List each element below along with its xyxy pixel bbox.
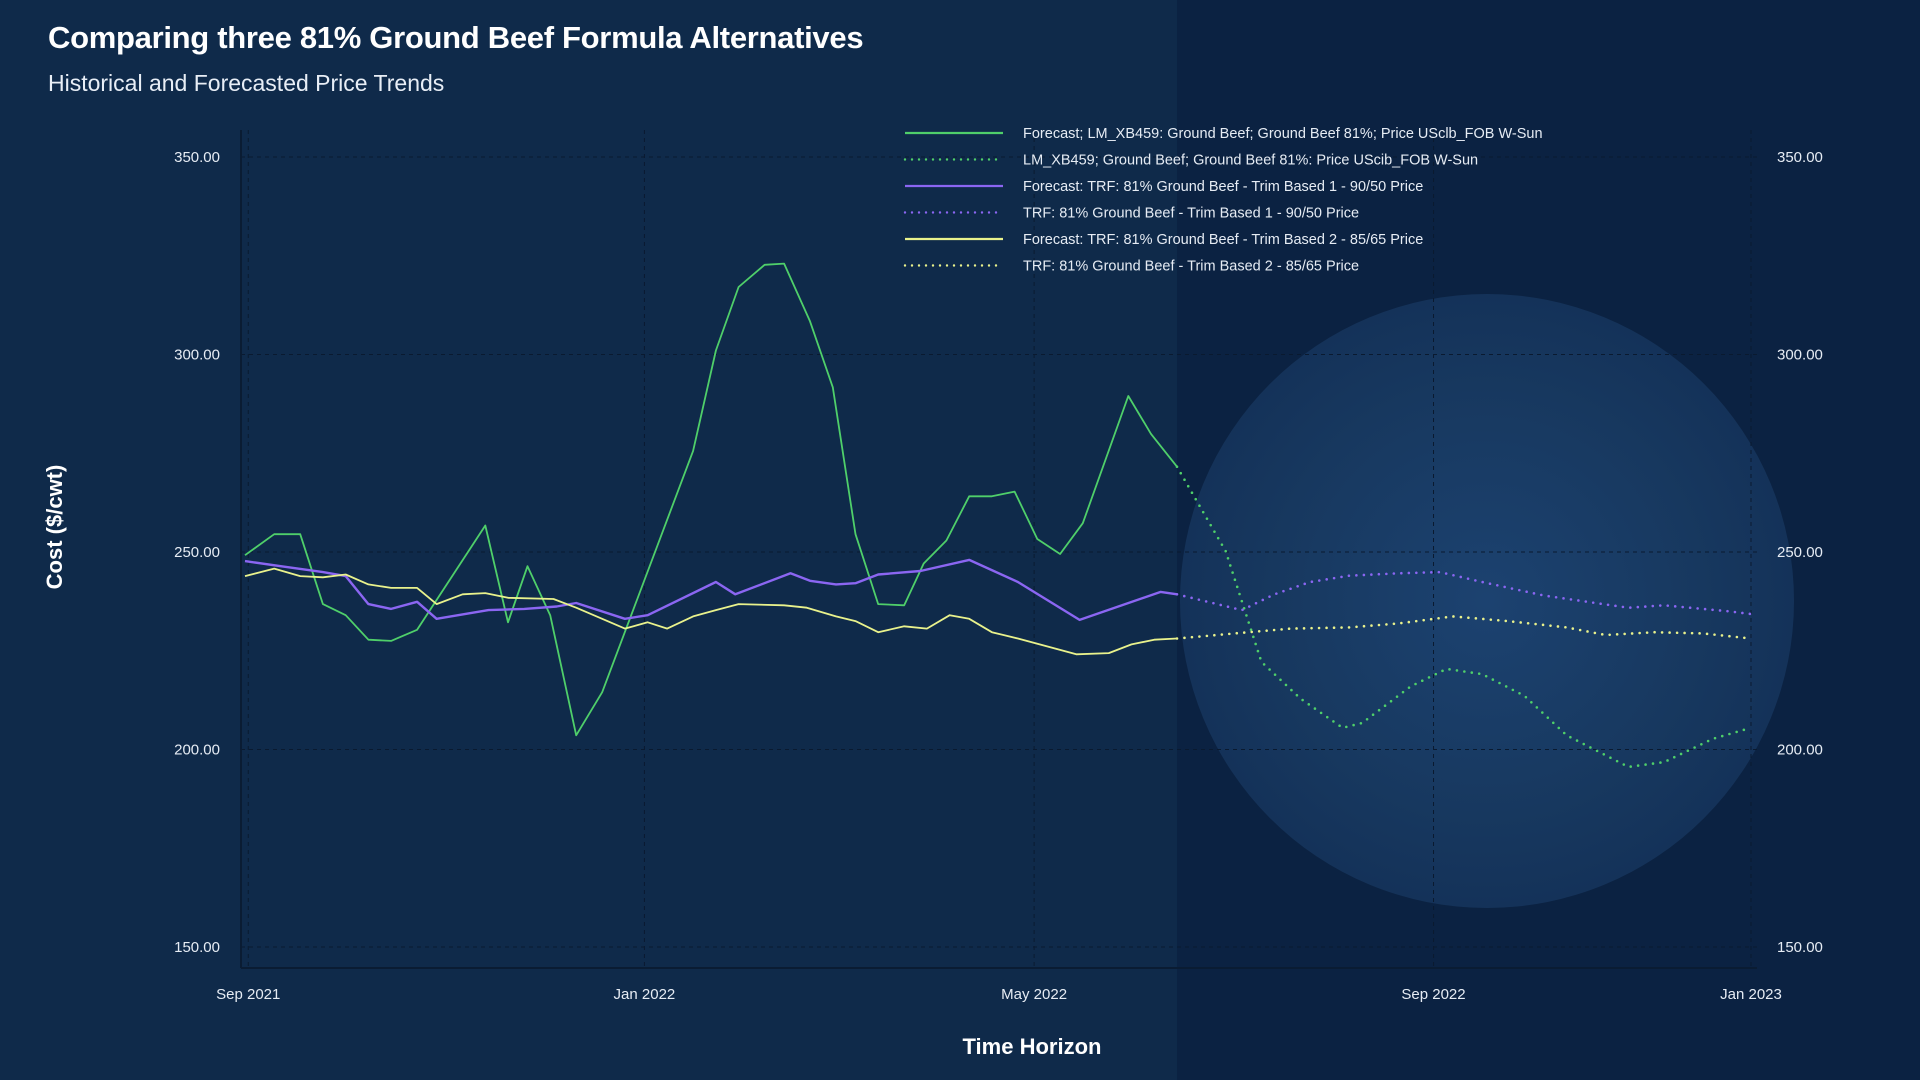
y-tick-label-right: 200.00 bbox=[1777, 742, 1823, 759]
series-line-2 bbox=[1175, 465, 1753, 769]
x-axis-title: Time Horizon bbox=[963, 1034, 1102, 1059]
x-tick-label: Jan 2022 bbox=[614, 986, 676, 1003]
y-tick-label-right: 150.00 bbox=[1777, 939, 1823, 956]
legend-label-6: TRF: 81% Ground Beef - Trim Based 2 - 85… bbox=[1023, 259, 1359, 275]
forecast-highlight-circle bbox=[1180, 294, 1794, 908]
y-tick-label-right: 350.00 bbox=[1777, 149, 1823, 166]
x-tick-label: May 2022 bbox=[1001, 986, 1067, 1003]
legend-label-4: TRF: 81% Ground Beef - Trim Based 1 - 90… bbox=[1023, 206, 1359, 222]
legend: Forecast; LM_XB459: Ground Beef; Ground … bbox=[903, 126, 1543, 275]
y-tick-label-left: 250.00 bbox=[174, 544, 220, 561]
legend-label-2: LM_XB459; Ground Beef; Ground Beef 81%: … bbox=[1023, 153, 1478, 169]
y-tick-label-right: 250.00 bbox=[1777, 544, 1823, 561]
x-tick-label: Jan 2023 bbox=[1720, 986, 1782, 1003]
series-line-5 bbox=[244, 567, 1178, 656]
y-axis-title: Cost ($/cwt) bbox=[42, 465, 67, 590]
x-tick-label: Sep 2021 bbox=[216, 986, 280, 1003]
legend-label-5: Forecast: TRF: 81% Ground Beef - Trim Ba… bbox=[1023, 232, 1423, 248]
legend-label-3: Forecast: TRF: 81% Ground Beef - Trim Ba… bbox=[1023, 179, 1423, 195]
x-tick-label: Sep 2022 bbox=[1401, 986, 1465, 1003]
y-tick-label-left: 350.00 bbox=[174, 149, 220, 166]
y-tick-label-left: 200.00 bbox=[174, 742, 220, 759]
y-tick-label-right: 300.00 bbox=[1777, 347, 1823, 364]
y-tick-label-left: 300.00 bbox=[174, 347, 220, 364]
legend-label-1: Forecast; LM_XB459: Ground Beef; Ground … bbox=[1023, 126, 1543, 142]
series-line-6 bbox=[1175, 615, 1753, 640]
chart-title: Comparing three 81% Ground Beef Formula … bbox=[48, 20, 864, 55]
series-line-1 bbox=[244, 262, 1178, 737]
y-tick-label-left: 150.00 bbox=[174, 939, 220, 956]
chart-subtitle: Historical and Forecasted Price Trends bbox=[48, 70, 445, 96]
series-line-4 bbox=[1175, 570, 1753, 616]
series-line-3 bbox=[244, 558, 1178, 622]
